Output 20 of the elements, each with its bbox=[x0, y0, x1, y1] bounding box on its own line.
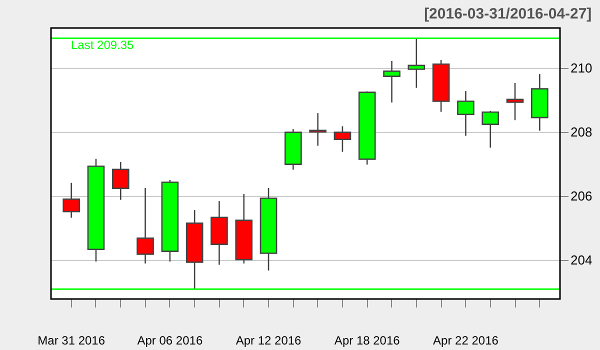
candlestick bbox=[62, 182, 80, 218]
x-tick-label: Mar 31 2016 bbox=[38, 334, 106, 348]
x-tick-label: Apr 06 2016 bbox=[137, 334, 203, 348]
candlestick bbox=[136, 187, 154, 264]
y-tick-label: 204 bbox=[570, 252, 592, 268]
y-tick-label: 210 bbox=[570, 60, 592, 76]
chart-title: [2016-03-31/2016-04-27] bbox=[424, 5, 592, 22]
candlestick bbox=[383, 60, 400, 104]
candlestick bbox=[482, 110, 500, 148]
x-tick-label: Apr 22 2016 bbox=[433, 334, 499, 348]
y-tick-label: 206 bbox=[570, 188, 592, 204]
candlestick bbox=[457, 90, 474, 136]
candlestick bbox=[334, 126, 352, 152]
candlestick bbox=[112, 161, 130, 200]
ref-line-label: Last 209.35 bbox=[71, 38, 134, 52]
x-tick-label: Apr 12 2016 bbox=[236, 334, 302, 348]
y-tick-label: 208 bbox=[570, 124, 592, 140]
x-tick-label: Apr 18 2016 bbox=[334, 334, 400, 348]
candlestick bbox=[506, 82, 524, 121]
candlestick bbox=[309, 112, 326, 146]
